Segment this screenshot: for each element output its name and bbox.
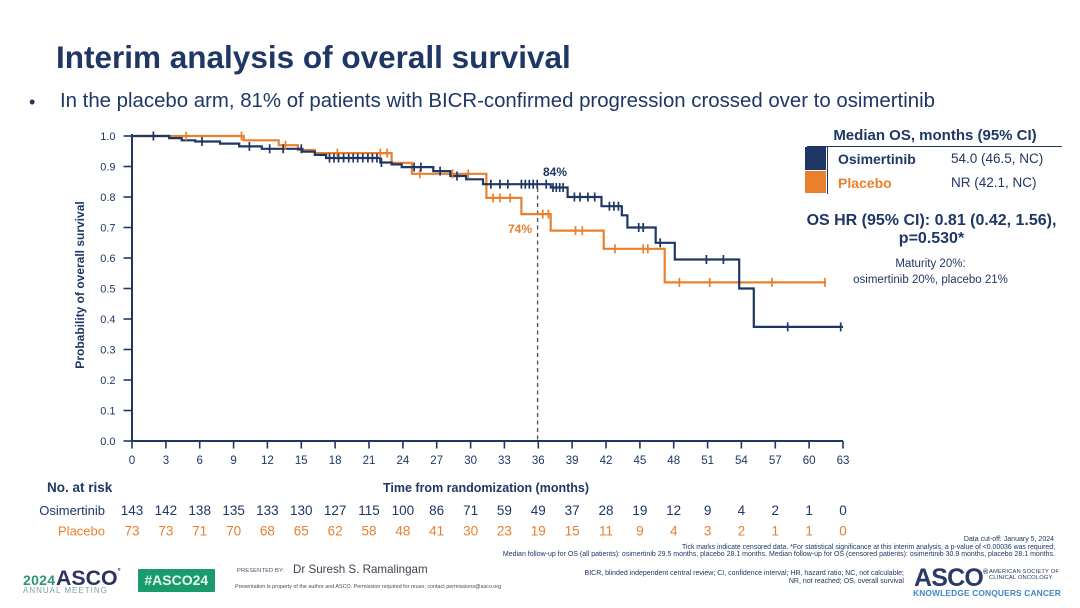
svg-text:6: 6	[196, 455, 202, 467]
svg-text:1: 1	[805, 524, 813, 539]
svg-text:73: 73	[158, 524, 173, 539]
svg-text:65: 65	[294, 524, 309, 539]
svg-text:54: 54	[735, 455, 748, 467]
svg-text:9: 9	[704, 503, 712, 518]
svg-text:Probability of overall survi: Probability of overall survival	[73, 201, 87, 368]
svg-text:15: 15	[295, 455, 308, 467]
svg-text:No. at risk: No. at risk	[47, 480, 113, 495]
svg-text:68: 68	[260, 524, 275, 539]
svg-text:100: 100	[392, 503, 415, 518]
svg-text:9: 9	[636, 524, 644, 539]
svg-text:18: 18	[329, 455, 342, 467]
svg-text:9: 9	[230, 455, 236, 467]
svg-text:11: 11	[599, 524, 613, 539]
svg-text:0.7: 0.7	[100, 222, 115, 234]
svg-text:30: 30	[463, 524, 478, 539]
svg-text:1: 1	[772, 524, 780, 539]
svg-text:74%: 74%	[508, 222, 532, 236]
svg-text:0: 0	[129, 455, 135, 467]
svg-text:127: 127	[324, 503, 347, 518]
svg-text:0.4: 0.4	[100, 314, 115, 326]
svg-text:Placebo: Placebo	[58, 524, 105, 539]
svg-text:33: 33	[498, 455, 511, 467]
svg-text:1.0: 1.0	[100, 131, 115, 143]
svg-text:71: 71	[463, 503, 478, 518]
svg-text:138: 138	[188, 503, 211, 518]
svg-text:23: 23	[497, 524, 512, 539]
svg-text:0.2: 0.2	[100, 375, 115, 387]
svg-text:0: 0	[839, 503, 847, 518]
svg-text:133: 133	[256, 503, 279, 518]
svg-text:2: 2	[738, 524, 746, 539]
svg-text:59: 59	[497, 503, 512, 518]
svg-text:143: 143	[121, 503, 144, 518]
svg-text:62: 62	[328, 524, 343, 539]
svg-text:12: 12	[666, 503, 681, 518]
svg-text:70: 70	[226, 524, 241, 539]
svg-text:Osimertinib: Osimertinib	[39, 503, 105, 518]
svg-text:71: 71	[192, 524, 207, 539]
svg-text:4: 4	[738, 503, 746, 518]
svg-text:115: 115	[358, 503, 380, 518]
svg-text:49: 49	[531, 503, 546, 518]
svg-text:86: 86	[429, 503, 444, 518]
svg-text:51: 51	[701, 455, 714, 467]
svg-text:0.0: 0.0	[100, 436, 115, 448]
svg-text:Time from randomization (mont: Time from randomization (months)	[383, 481, 589, 495]
svg-text:39: 39	[566, 455, 579, 467]
svg-text:1: 1	[805, 503, 813, 518]
svg-text:0: 0	[839, 524, 847, 539]
svg-text:2: 2	[772, 503, 780, 518]
svg-text:63: 63	[837, 455, 850, 467]
svg-text:19: 19	[632, 503, 647, 518]
svg-text:84%: 84%	[543, 165, 567, 179]
svg-text:73: 73	[124, 524, 139, 539]
svg-text:27: 27	[430, 455, 443, 467]
svg-text:19: 19	[531, 524, 546, 539]
svg-text:45: 45	[634, 455, 647, 467]
svg-text:130: 130	[290, 503, 313, 518]
svg-text:28: 28	[598, 503, 613, 518]
svg-text:57: 57	[769, 455, 782, 467]
svg-text:58: 58	[361, 524, 376, 539]
svg-text:48: 48	[667, 455, 680, 467]
svg-text:15: 15	[565, 524, 580, 539]
svg-text:3: 3	[704, 524, 712, 539]
svg-text:0.9: 0.9	[100, 161, 115, 173]
svg-text:142: 142	[155, 503, 178, 518]
svg-text:12: 12	[261, 455, 274, 467]
svg-text:48: 48	[395, 524, 410, 539]
svg-text:37: 37	[565, 503, 580, 518]
svg-text:135: 135	[222, 503, 245, 518]
svg-text:36: 36	[532, 455, 545, 467]
svg-text:0.5: 0.5	[100, 283, 115, 295]
svg-text:42: 42	[600, 455, 613, 467]
svg-text:0.3: 0.3	[100, 344, 115, 356]
svg-text:0.6: 0.6	[100, 253, 115, 265]
svg-text:0.8: 0.8	[100, 192, 115, 204]
svg-text:41: 41	[429, 524, 444, 539]
svg-text:3: 3	[163, 455, 169, 467]
svg-text:4: 4	[670, 524, 678, 539]
svg-text:30: 30	[464, 455, 477, 467]
svg-text:24: 24	[397, 455, 410, 467]
svg-text:21: 21	[363, 455, 376, 467]
svg-text:60: 60	[803, 455, 816, 467]
svg-text:0.1: 0.1	[100, 405, 115, 417]
